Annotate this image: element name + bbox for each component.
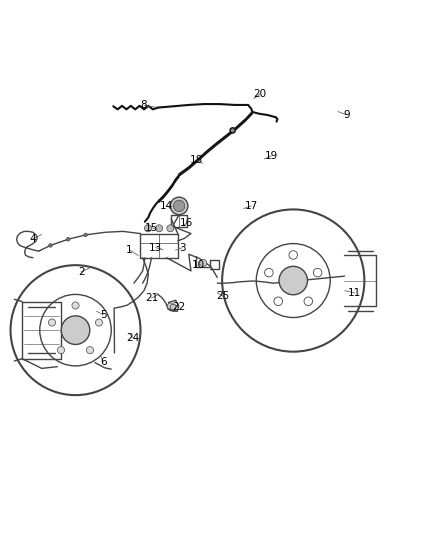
Circle shape: [173, 200, 184, 212]
Text: 9: 9: [343, 110, 350, 120]
Circle shape: [48, 319, 56, 326]
Circle shape: [49, 244, 52, 247]
Text: 6: 6: [99, 357, 106, 367]
Text: 14: 14: [159, 201, 172, 211]
Circle shape: [170, 197, 187, 215]
Text: 20: 20: [253, 90, 266, 100]
Circle shape: [72, 302, 79, 309]
Text: 13: 13: [149, 243, 162, 253]
Text: 16: 16: [180, 219, 193, 229]
Text: 21: 21: [145, 293, 158, 303]
Text: 8: 8: [140, 100, 147, 110]
Circle shape: [166, 225, 173, 232]
Circle shape: [155, 225, 162, 232]
Circle shape: [304, 297, 312, 305]
Text: 15: 15: [145, 223, 158, 233]
Circle shape: [273, 297, 282, 305]
Circle shape: [199, 260, 206, 266]
Circle shape: [95, 319, 102, 326]
Circle shape: [84, 233, 87, 237]
Circle shape: [288, 251, 297, 259]
Text: 18: 18: [190, 155, 203, 165]
Text: 1: 1: [126, 245, 133, 255]
Circle shape: [279, 266, 307, 295]
Text: 25: 25: [216, 292, 229, 301]
Text: 4: 4: [29, 234, 36, 244]
Circle shape: [230, 128, 235, 133]
Text: 3: 3: [178, 243, 185, 253]
Text: 19: 19: [264, 151, 277, 161]
Text: 2: 2: [78, 267, 85, 277]
Circle shape: [66, 238, 70, 241]
Circle shape: [170, 304, 175, 310]
Circle shape: [313, 269, 321, 277]
Text: 10: 10: [191, 260, 205, 270]
Text: 17: 17: [244, 201, 257, 211]
Circle shape: [264, 269, 272, 277]
Text: 5: 5: [99, 310, 106, 320]
Circle shape: [167, 303, 173, 309]
Text: 22: 22: [172, 302, 185, 312]
Text: 24: 24: [126, 333, 139, 343]
Circle shape: [61, 316, 90, 344]
Text: 11: 11: [347, 288, 360, 298]
Circle shape: [86, 346, 93, 354]
Circle shape: [57, 346, 64, 354]
Circle shape: [144, 225, 151, 232]
